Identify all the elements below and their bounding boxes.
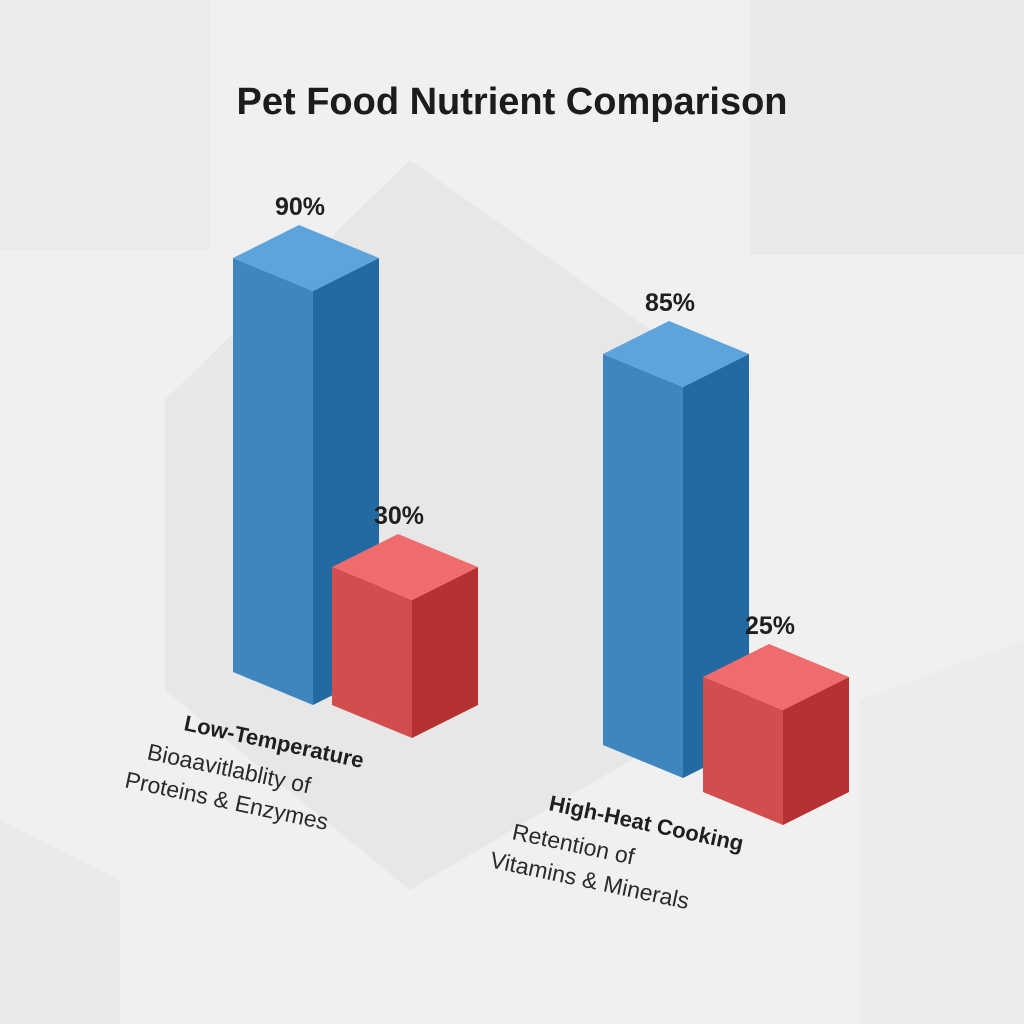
bg-shape: [750, 0, 1024, 255]
bg-shape: [0, 0, 210, 250]
bar-top-face: [703, 644, 849, 710]
bar-side-face: [783, 677, 849, 825]
value-labels-layer: 90% 30% 85% 25%: [275, 193, 795, 640]
value-label: 25%: [745, 612, 795, 640]
chart-title: Pet Food Nutrient Comparison: [237, 81, 788, 123]
bar-front-face: [233, 258, 313, 705]
bar-top-face: [233, 225, 379, 291]
bar-front-face: [703, 677, 783, 825]
bar-red-1: [332, 534, 478, 738]
bar-front-face: [603, 354, 683, 778]
value-label: 85%: [645, 289, 695, 317]
bars-layer: [233, 225, 849, 825]
value-label: 30%: [374, 502, 424, 530]
bg-shape: [860, 640, 1024, 1024]
bar-side-face: [412, 567, 478, 738]
value-label: 90%: [275, 193, 325, 221]
bg-shape: [0, 820, 120, 1024]
bar-front-face: [332, 567, 412, 738]
bar-top-face: [603, 321, 749, 387]
bar-red-2: [703, 644, 849, 825]
bar-top-face: [332, 534, 478, 600]
